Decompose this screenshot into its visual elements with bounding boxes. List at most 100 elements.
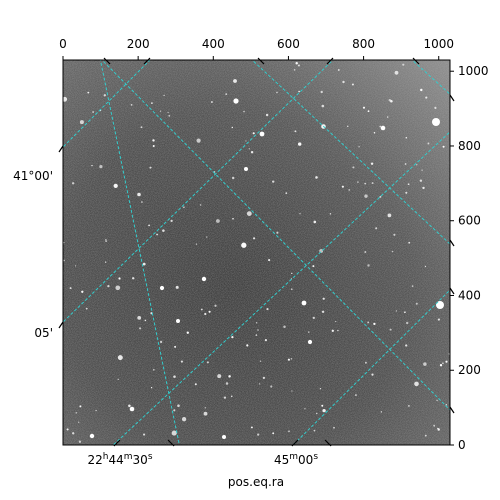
- star: [390, 100, 393, 103]
- top-tick-label: 200: [127, 37, 150, 51]
- top-tick-label: 800: [352, 37, 375, 51]
- star: [331, 329, 334, 332]
- star: [293, 69, 296, 71]
- star: [167, 111, 169, 114]
- star: [373, 132, 376, 134]
- ra-tick-mark: [257, 57, 265, 65]
- star: [387, 213, 392, 218]
- dec-tick-mark: [449, 287, 455, 295]
- grid-line: [251, 60, 450, 245]
- bright-star: [301, 300, 307, 306]
- star: [152, 139, 155, 142]
- bright-star: [222, 435, 226, 439]
- star: [422, 186, 425, 190]
- star: [63, 259, 65, 262]
- star: [419, 179, 423, 182]
- star: [203, 411, 208, 416]
- star: [174, 345, 177, 348]
- bright-star: [436, 301, 444, 309]
- star: [225, 382, 229, 385]
- star: [357, 181, 359, 183]
- star: [291, 390, 293, 392]
- star: [437, 318, 440, 321]
- star: [200, 308, 203, 311]
- star: [316, 412, 318, 415]
- ra-tick-mark: [103, 57, 111, 65]
- star: [407, 404, 410, 407]
- star: [71, 182, 75, 185]
- star: [445, 404, 448, 406]
- grid-line: [40, 40, 60, 70]
- bright-star: [233, 98, 239, 104]
- left-dec-axis: 41°00' 05': [13, 94, 455, 414]
- star: [276, 231, 279, 234]
- bright-star: [244, 167, 248, 171]
- star: [427, 142, 430, 145]
- star: [424, 265, 427, 268]
- star: [128, 404, 131, 408]
- star: [228, 375, 231, 378]
- star: [143, 433, 146, 436]
- plot-frame: [62, 59, 451, 446]
- star: [258, 383, 261, 385]
- star: [162, 229, 165, 232]
- star: [341, 185, 344, 188]
- star: [264, 339, 267, 342]
- star: [391, 250, 394, 253]
- dec-tick-label: 05': [34, 326, 53, 340]
- star: [248, 148, 250, 150]
- star: [312, 316, 315, 320]
- star: [411, 285, 414, 287]
- star: [152, 368, 155, 371]
- right-tick-label: 600: [458, 214, 481, 228]
- star: [288, 430, 290, 433]
- star: [180, 360, 183, 363]
- star: [140, 126, 143, 129]
- star: [439, 364, 443, 367]
- star: [425, 96, 428, 99]
- ra-tick-mark: [113, 439, 121, 447]
- star: [329, 213, 332, 215]
- star: [352, 166, 355, 169]
- star: [231, 126, 234, 129]
- bright-star: [89, 433, 95, 439]
- star: [405, 136, 408, 139]
- star: [408, 241, 411, 244]
- star: [79, 405, 82, 408]
- star: [142, 262, 146, 266]
- star: [322, 408, 326, 413]
- star: [337, 329, 339, 332]
- star: [290, 358, 293, 360]
- star: [367, 264, 370, 267]
- star: [144, 319, 147, 322]
- star: [72, 432, 75, 435]
- star: [245, 140, 247, 142]
- top-tick-label: 600: [277, 37, 300, 51]
- star: [173, 375, 176, 378]
- grid-line: [99, 60, 180, 445]
- star: [156, 233, 158, 236]
- sky-image: [40, 40, 450, 445]
- grid-line: [101, 60, 450, 411]
- star: [342, 80, 345, 84]
- star: [204, 312, 207, 316]
- star: [204, 407, 207, 409]
- bright-star: [380, 125, 386, 131]
- star: [194, 383, 197, 386]
- star: [299, 213, 301, 215]
- star: [186, 331, 189, 334]
- star: [393, 233, 396, 236]
- star: [91, 164, 93, 167]
- star: [394, 70, 399, 75]
- grid-line: [63, 60, 334, 323]
- star: [99, 164, 103, 169]
- star: [74, 265, 77, 267]
- star: [231, 335, 234, 339]
- star: [405, 344, 408, 347]
- star: [321, 104, 325, 108]
- star: [173, 409, 176, 412]
- star-field: [63, 62, 450, 443]
- star: [63, 96, 68, 102]
- grid-line: [63, 60, 151, 148]
